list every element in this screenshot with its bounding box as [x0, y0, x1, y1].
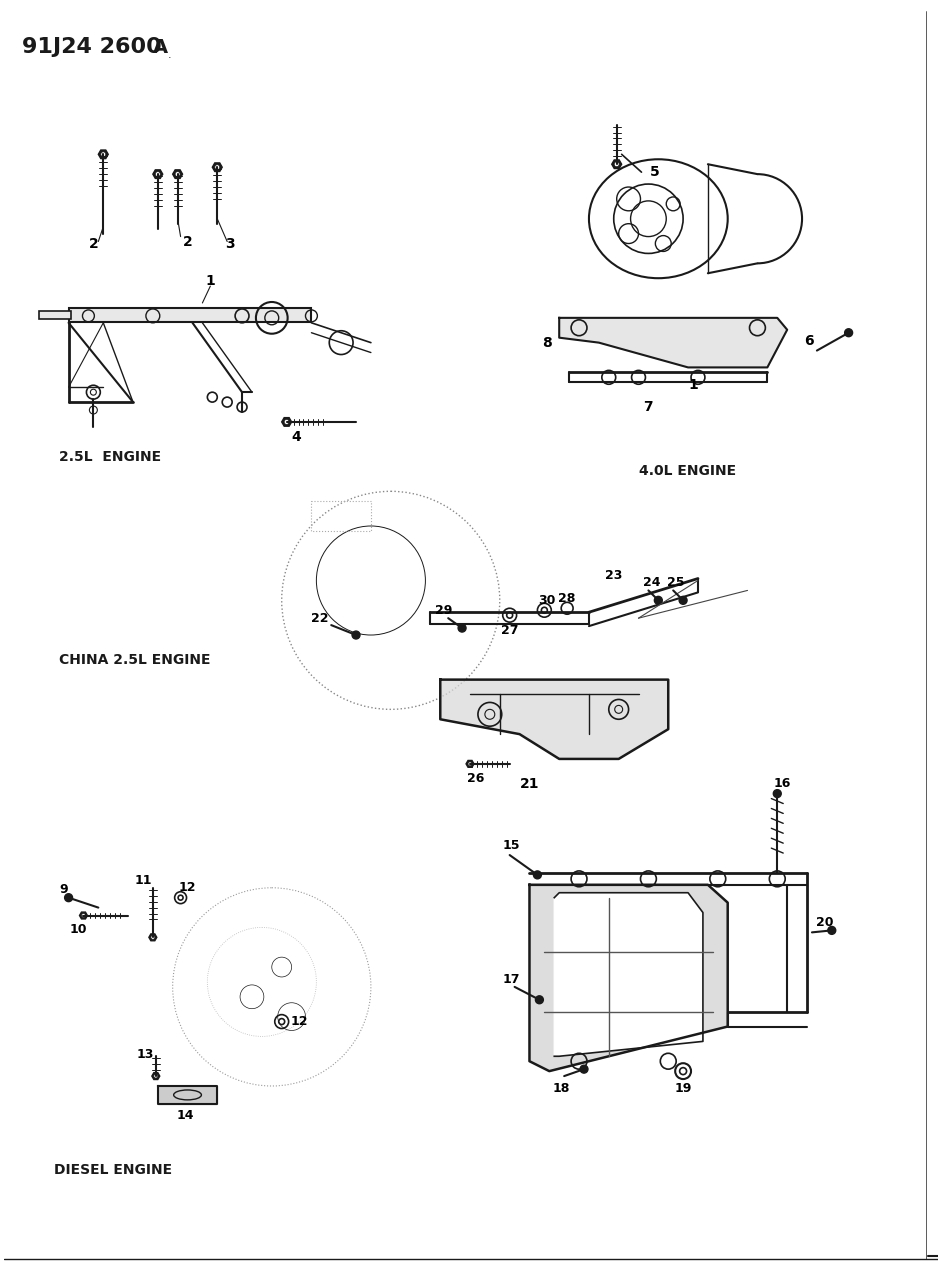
Text: 12: 12 [179, 881, 196, 894]
Text: 27: 27 [501, 623, 518, 636]
Circle shape [533, 871, 542, 878]
Bar [312, 501, 371, 530]
Text: 10: 10 [70, 923, 88, 936]
Circle shape [679, 597, 687, 604]
Text: 20: 20 [816, 915, 834, 929]
Text: .: . [168, 50, 171, 60]
Polygon shape [149, 933, 156, 941]
Circle shape [458, 625, 466, 632]
Circle shape [101, 152, 106, 157]
Text: 21: 21 [520, 776, 539, 790]
Circle shape [81, 913, 86, 918]
Circle shape [468, 762, 472, 766]
Text: 18: 18 [553, 1082, 570, 1095]
Polygon shape [212, 163, 222, 172]
Text: 2: 2 [183, 235, 192, 249]
Polygon shape [554, 892, 703, 1056]
Polygon shape [611, 159, 622, 168]
Polygon shape [529, 885, 728, 1071]
Circle shape [828, 927, 836, 935]
Circle shape [352, 631, 360, 639]
Circle shape [151, 936, 154, 940]
Text: 3: 3 [225, 237, 235, 250]
Text: CHINA 2.5L ENGINE: CHINA 2.5L ENGINE [58, 653, 210, 667]
Circle shape [773, 789, 781, 798]
Polygon shape [466, 760, 474, 768]
Text: 2.5L  ENGINE: 2.5L ENGINE [58, 450, 161, 464]
Text: 8: 8 [543, 335, 552, 349]
Text: 6: 6 [804, 334, 814, 348]
Text: 25: 25 [668, 576, 685, 589]
Text: 24: 24 [642, 576, 660, 589]
Circle shape [655, 597, 662, 604]
Circle shape [284, 419, 289, 425]
Text: 1: 1 [205, 274, 215, 288]
Text: 23: 23 [605, 569, 623, 583]
Text: 7: 7 [643, 400, 653, 414]
Circle shape [154, 1074, 158, 1079]
Polygon shape [152, 1072, 160, 1080]
Circle shape [845, 329, 853, 337]
Text: 16: 16 [773, 778, 791, 790]
Circle shape [175, 172, 180, 177]
Text: 28: 28 [559, 592, 576, 604]
Text: 1: 1 [689, 379, 698, 393]
Text: 11: 11 [134, 875, 152, 887]
Text: 91J24 2600: 91J24 2600 [22, 37, 162, 57]
Polygon shape [282, 418, 292, 426]
Text: 17: 17 [503, 973, 520, 987]
Polygon shape [153, 170, 163, 179]
Text: 5: 5 [649, 166, 659, 180]
Text: 2: 2 [89, 237, 98, 250]
Polygon shape [560, 317, 788, 367]
FancyBboxPatch shape [69, 309, 312, 321]
Text: 13: 13 [137, 1048, 154, 1061]
Circle shape [215, 164, 219, 170]
Text: DIESEL ENGINE: DIESEL ENGINE [54, 1163, 171, 1177]
Text: 19: 19 [674, 1082, 691, 1095]
Text: A: A [153, 38, 168, 57]
Text: 14: 14 [177, 1109, 194, 1122]
Text: 4.0L ENGINE: 4.0L ENGINE [639, 464, 736, 478]
Text: 29: 29 [434, 604, 452, 617]
FancyBboxPatch shape [39, 311, 71, 319]
Text: 30: 30 [539, 594, 556, 607]
Text: 12: 12 [291, 1015, 308, 1028]
Polygon shape [79, 912, 88, 919]
Text: 26: 26 [467, 773, 484, 785]
Text: 22: 22 [311, 612, 328, 625]
Circle shape [155, 172, 160, 177]
Text: 9: 9 [59, 884, 68, 896]
Circle shape [535, 996, 544, 1003]
Polygon shape [172, 170, 183, 179]
Text: 15: 15 [503, 839, 520, 852]
Circle shape [580, 1065, 588, 1074]
Polygon shape [158, 1086, 218, 1104]
Circle shape [65, 894, 73, 901]
Circle shape [614, 162, 619, 167]
Polygon shape [98, 150, 108, 158]
Polygon shape [440, 680, 668, 759]
Text: 4: 4 [292, 430, 301, 444]
